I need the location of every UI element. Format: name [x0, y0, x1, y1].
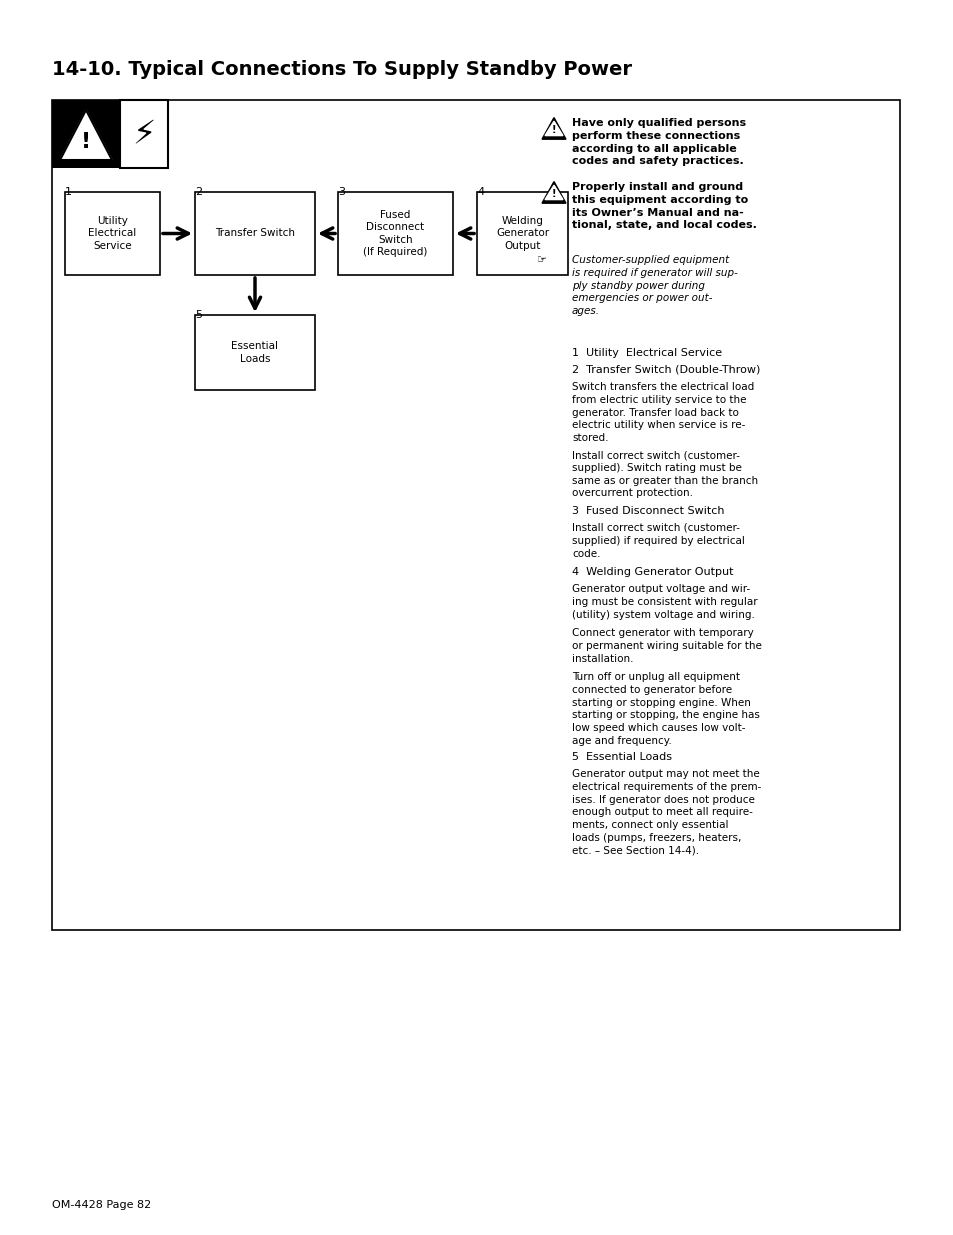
Text: Utility
Electrical
Service: Utility Electrical Service: [89, 216, 136, 251]
Text: 3: 3: [337, 186, 345, 198]
FancyBboxPatch shape: [120, 100, 168, 168]
FancyBboxPatch shape: [52, 100, 120, 168]
Text: Generator output may not meet the
electrical requirements of the prem-
ises. If : Generator output may not meet the electr…: [572, 769, 760, 856]
FancyBboxPatch shape: [337, 191, 453, 275]
Text: Generator output voltage and wir-
ing must be consistent with regular
(utility) : Generator output voltage and wir- ing mu…: [572, 584, 757, 620]
Text: 1  Utility  Electrical Service: 1 Utility Electrical Service: [572, 348, 721, 358]
Polygon shape: [60, 110, 112, 161]
FancyBboxPatch shape: [65, 191, 160, 275]
Text: ☞: ☞: [537, 254, 546, 266]
Text: 1: 1: [65, 186, 71, 198]
Text: Fused
Disconnect
Switch
(If Required): Fused Disconnect Switch (If Required): [363, 210, 427, 257]
Text: ⚡: ⚡: [132, 117, 155, 151]
Text: 2  Transfer Switch (Double-Throw): 2 Transfer Switch (Double-Throw): [572, 366, 760, 375]
Text: !: !: [551, 189, 556, 199]
Text: Customer-supplied equipment
is required if generator will sup-
ply standby power: Customer-supplied equipment is required …: [572, 254, 737, 316]
FancyBboxPatch shape: [194, 191, 314, 275]
Text: Properly install and ground
this equipment according to
its Owner’s Manual and n: Properly install and ground this equipme…: [572, 182, 756, 231]
Text: !: !: [551, 125, 556, 135]
Text: Transfer Switch: Transfer Switch: [214, 228, 294, 238]
FancyBboxPatch shape: [194, 315, 314, 390]
Text: Have only qualified persons
perform these connections
according to all applicabl: Have only qualified persons perform thes…: [572, 119, 745, 167]
Text: 4  Welding Generator Output: 4 Welding Generator Output: [572, 567, 733, 577]
Text: 3  Fused Disconnect Switch: 3 Fused Disconnect Switch: [572, 506, 723, 516]
Text: 2: 2: [194, 186, 202, 198]
FancyBboxPatch shape: [476, 191, 567, 275]
Polygon shape: [541, 182, 565, 204]
Text: Welding
Generator
Output: Welding Generator Output: [496, 216, 549, 251]
Polygon shape: [544, 185, 562, 200]
Text: 5  Essential Loads: 5 Essential Loads: [572, 752, 671, 762]
Text: Install correct switch (customer-
supplied) if required by electrical
code.: Install correct switch (customer- suppli…: [572, 522, 744, 558]
Polygon shape: [544, 121, 562, 136]
Polygon shape: [541, 117, 565, 140]
Text: Connect generator with temporary
or permanent wiring suitable for the
installati: Connect generator with temporary or perm…: [572, 629, 761, 663]
Text: 4: 4: [476, 186, 483, 198]
Text: !: !: [81, 132, 91, 152]
Text: Install correct switch (customer-
supplied). Switch rating must be
same as or gr: Install correct switch (customer- suppli…: [572, 450, 758, 499]
Text: Essential
Loads: Essential Loads: [232, 341, 278, 363]
Text: 5: 5: [194, 310, 202, 320]
FancyBboxPatch shape: [52, 100, 899, 930]
Text: Switch transfers the electrical load
from electric utility service to the
genera: Switch transfers the electrical load fro…: [572, 382, 754, 443]
Text: OM-4428 Page 82: OM-4428 Page 82: [52, 1200, 152, 1210]
Text: Turn off or unplug all equipment
connected to generator before
starting or stopp: Turn off or unplug all equipment connect…: [572, 672, 760, 746]
Text: 14-10. Typical Connections To Supply Standby Power: 14-10. Typical Connections To Supply Sta…: [52, 61, 631, 79]
